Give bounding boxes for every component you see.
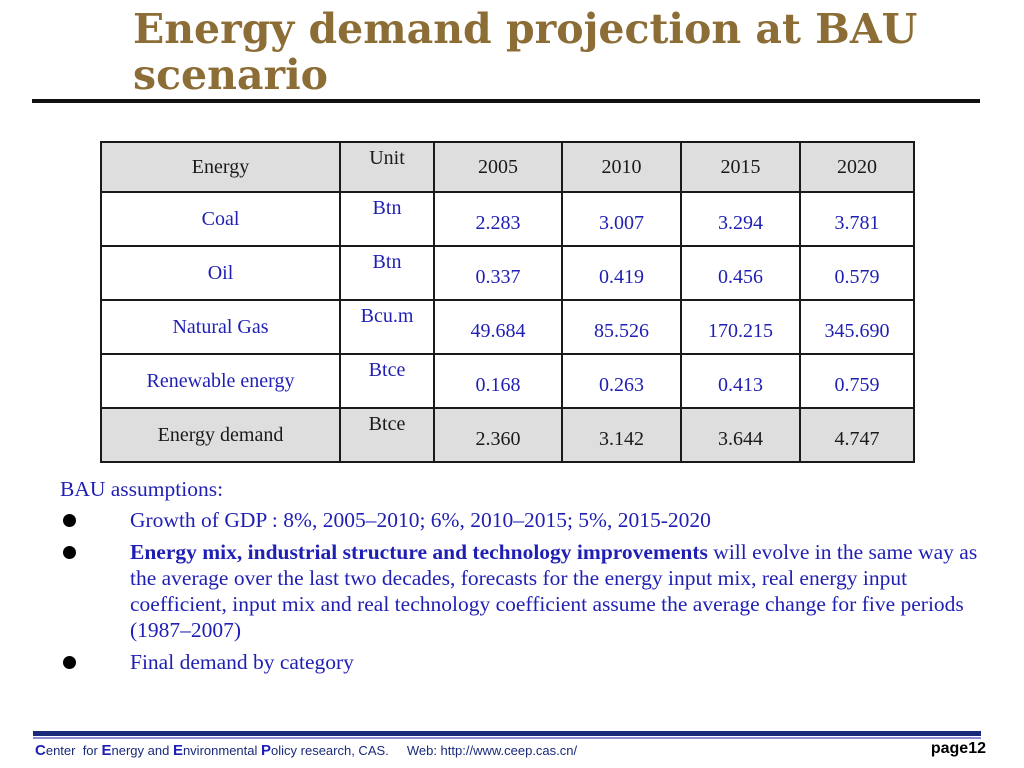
table-header-cell: 2005 xyxy=(433,141,563,193)
bullet-dot-icon xyxy=(63,656,76,669)
value-cell: 0.413 xyxy=(680,353,801,409)
table-row: Oil Btn 0.337 0.419 0.456 0.579 xyxy=(100,245,915,301)
title-divider xyxy=(32,99,980,103)
value-cell: 0.419 xyxy=(561,245,682,301)
table-header-cell: 2010 xyxy=(561,141,682,193)
table-row: Coal Btn 2.283 3.007 3.294 3.781 xyxy=(100,191,915,247)
energy-type-cell: Renewable energy xyxy=(100,353,341,409)
value-cell: 2.360 xyxy=(433,407,563,463)
table-header-row: Energy Unit 2005 2010 2015 2020 xyxy=(100,141,915,193)
table-row: Renewable energy Btce 0.168 0.263 0.413 0.759 xyxy=(100,353,915,409)
value-cell: 0.579 xyxy=(799,245,915,301)
unit-cell: Bcu.m xyxy=(339,299,435,355)
footer-divider xyxy=(33,731,981,736)
unit-cell: Btn xyxy=(339,191,435,247)
value-cell: 0.168 xyxy=(433,353,563,409)
value-cell: 4.747 xyxy=(799,407,915,463)
footer-text: Center for Energy and Environmental Poli… xyxy=(35,742,578,759)
assumptions-heading: BAU assumptions: xyxy=(60,477,224,501)
table-row: Energy demand Btce 2.360 3.142 3.644 4.747 xyxy=(100,407,915,463)
assumption-bullet: Energy mix, industrial structure and tec… xyxy=(60,539,980,643)
assumption-text: Growth of GDP : 8%, 2005–2010; 6%, 2010–… xyxy=(130,508,711,532)
assumptions-section: BAU assumptions: Growth of GDP : 8%, 200… xyxy=(60,476,980,681)
value-cell: 170.215 xyxy=(680,299,801,355)
assumption-bold-text: Energy mix, industrial structure and tec… xyxy=(130,540,708,564)
energy-type-cell: Coal xyxy=(100,191,341,247)
bullet-dot-icon xyxy=(63,514,76,527)
energy-type-cell: Natural Gas xyxy=(100,299,341,355)
footer-divider-thin xyxy=(33,737,981,739)
value-cell: 0.337 xyxy=(433,245,563,301)
page-number: page12 xyxy=(930,740,986,757)
assumption-bullet: Growth of GDP : 8%, 2005–2010; 6%, 2010–… xyxy=(60,507,980,533)
value-cell: 0.456 xyxy=(680,245,801,301)
table-row: Natural Gas Bcu.m 49.684 85.526 170.215 345.6… xyxy=(100,299,915,355)
table-header-cell: Unit xyxy=(339,141,435,193)
energy-type-cell: Energy demand xyxy=(100,407,341,463)
value-cell: 3.294 xyxy=(680,191,801,247)
value-cell: 345.690 xyxy=(799,299,915,355)
slide-title: Energy demand projection at BAU scenario xyxy=(133,5,918,99)
value-cell: 2.283 xyxy=(433,191,563,247)
value-cell: 3.644 xyxy=(680,407,801,463)
unit-cell: Btce xyxy=(339,407,435,463)
assumption-text: will evolve in the same way as the avera… xyxy=(130,540,978,642)
value-cell: 85.526 xyxy=(561,299,682,355)
assumption-bullet: Final demand by category xyxy=(60,649,980,675)
value-cell: 3.781 xyxy=(799,191,915,247)
table-header-cell: 2015 xyxy=(680,141,801,193)
energy-type-cell: Oil xyxy=(100,245,341,301)
unit-cell: Btn xyxy=(339,245,435,301)
value-cell: 0.759 xyxy=(799,353,915,409)
value-cell: 0.263 xyxy=(561,353,682,409)
table-header-cell: 2020 xyxy=(799,141,915,193)
value-cell: 3.007 xyxy=(561,191,682,247)
energy-demand-table: Energy Unit 2005 2010 2015 2020 Coal Btn 2.283 3.… xyxy=(100,141,915,463)
value-cell: 49.684 xyxy=(433,299,563,355)
unit-cell: Btce xyxy=(339,353,435,409)
value-cell: 3.142 xyxy=(561,407,682,463)
assumption-text: Final demand by category xyxy=(130,650,354,674)
bullet-dot-icon xyxy=(63,546,76,559)
table-header-cell: Energy xyxy=(100,141,341,193)
